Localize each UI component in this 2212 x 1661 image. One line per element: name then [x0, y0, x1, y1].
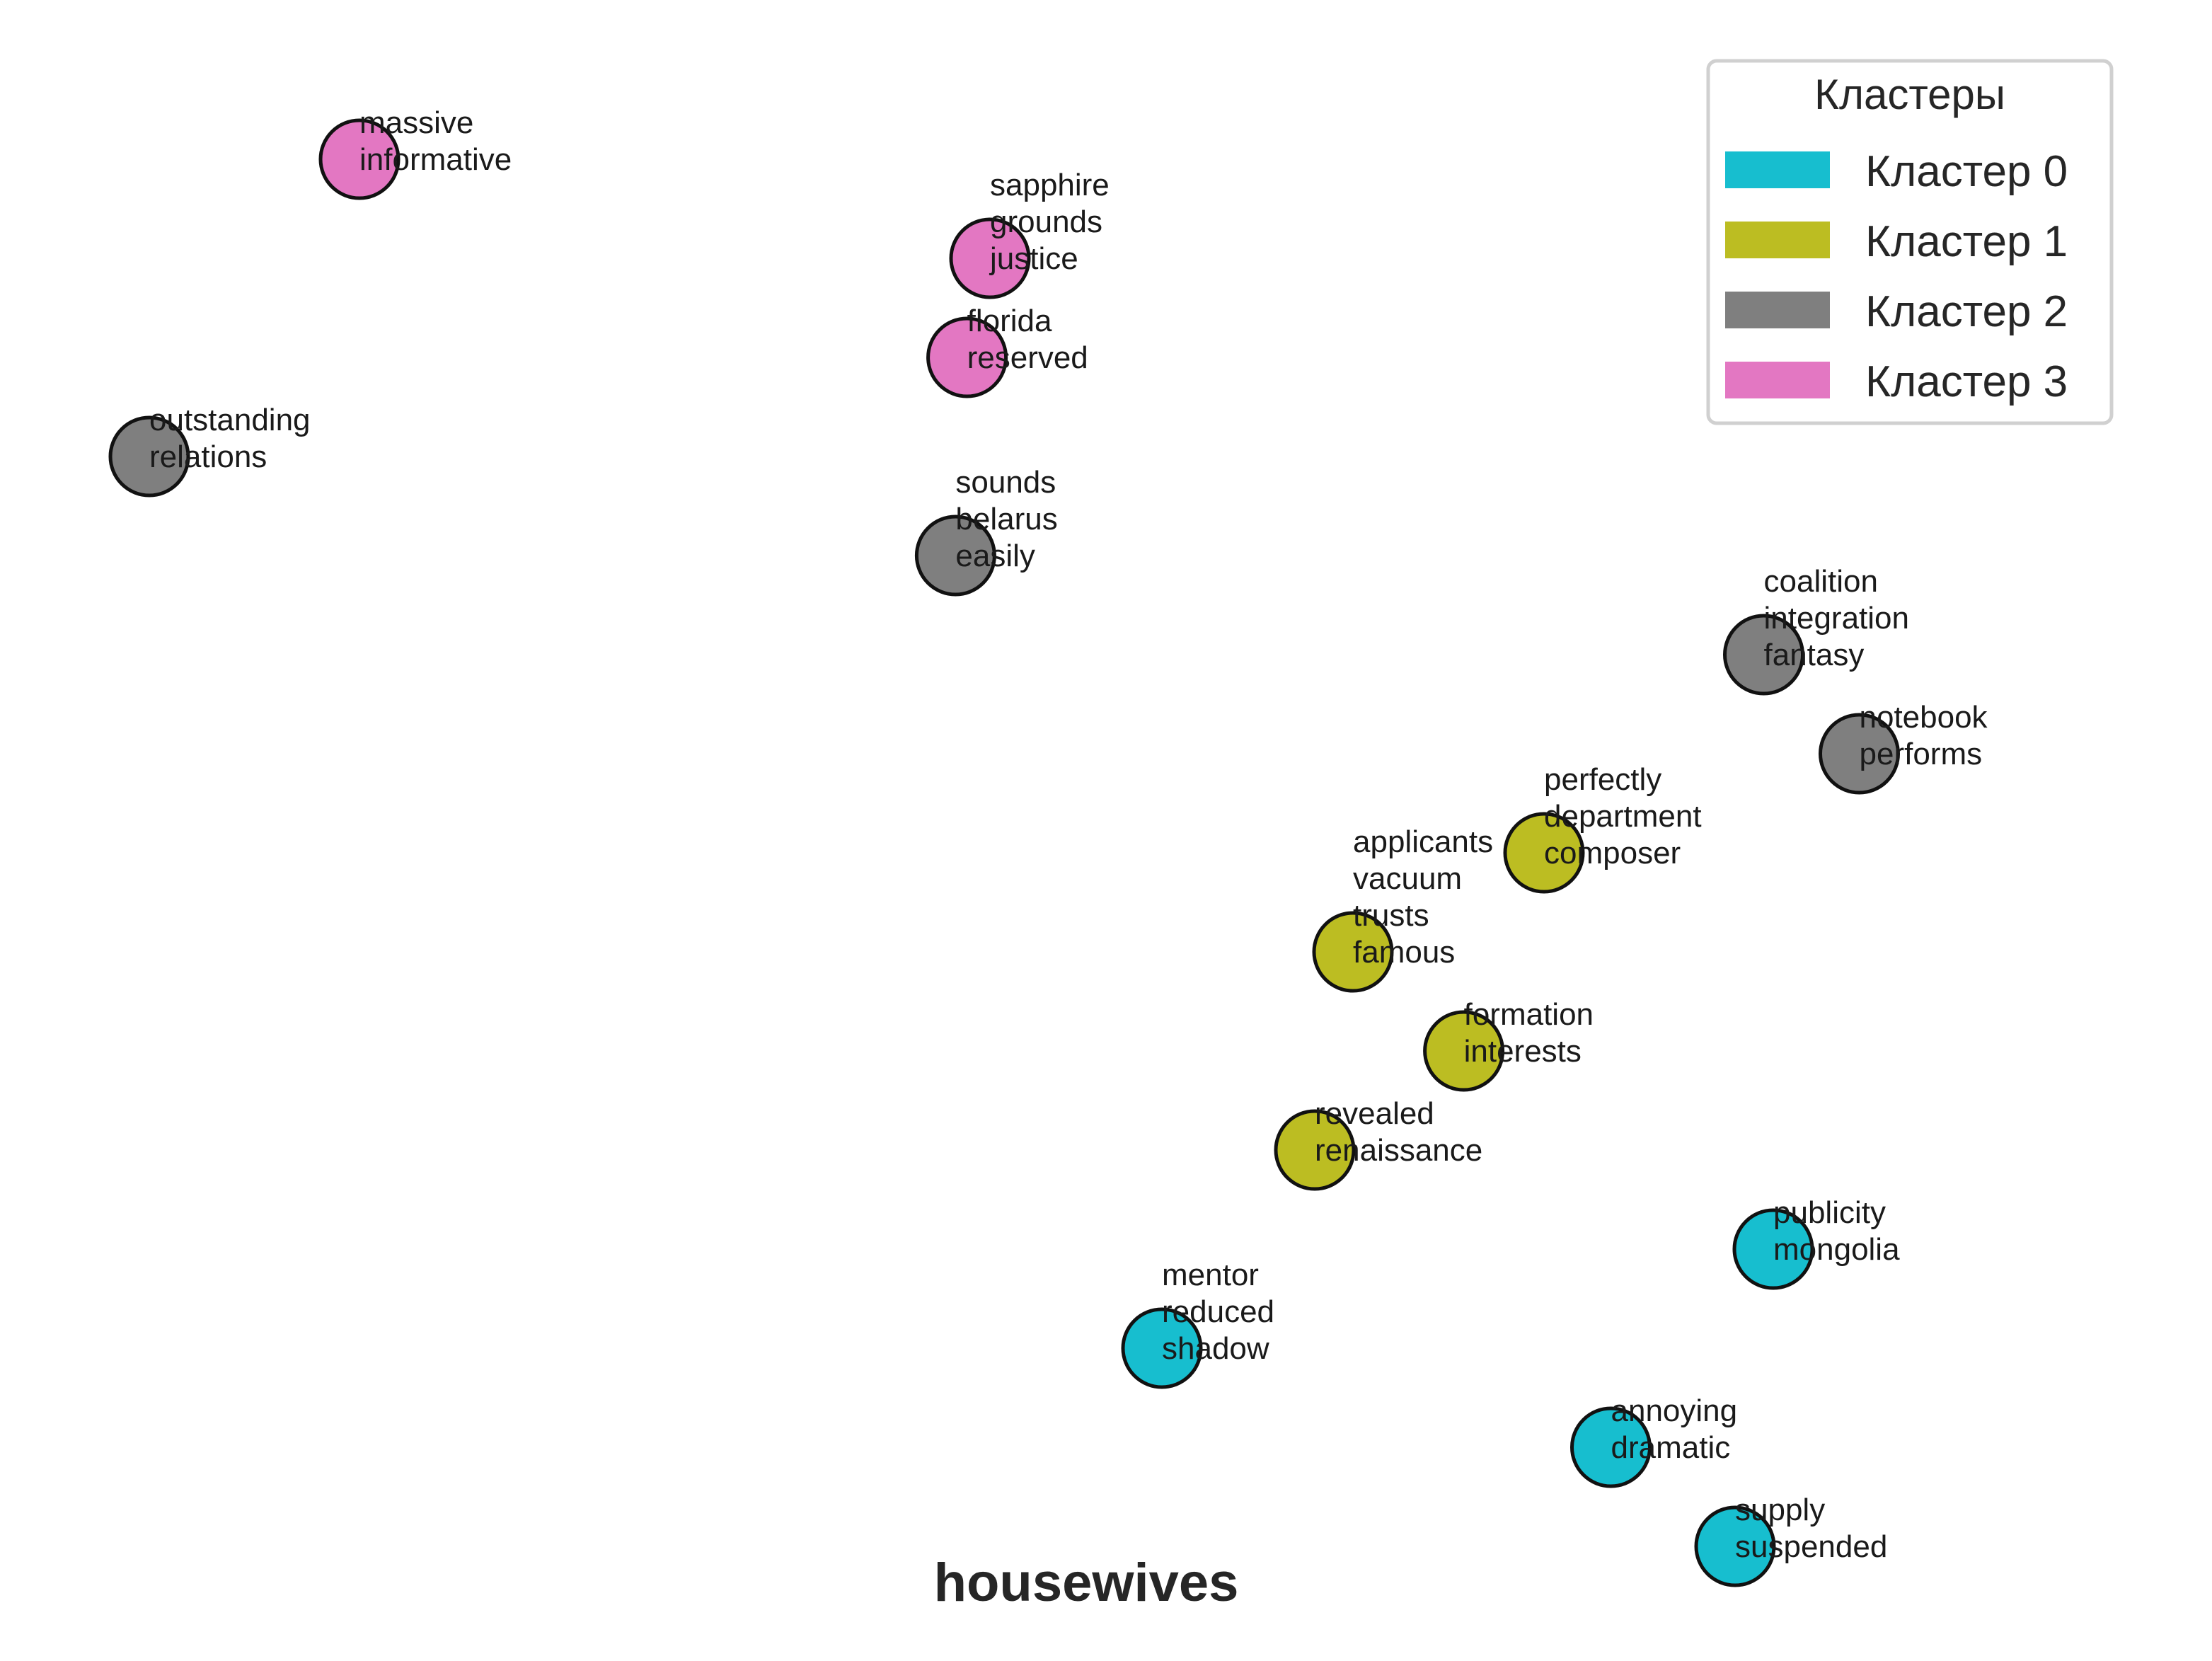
legend-swatch	[1725, 362, 1830, 398]
point-label: notebook	[1860, 700, 1988, 735]
legend-label: Кластер 1	[1865, 217, 2068, 266]
legend-label: Кластер 0	[1865, 147, 2068, 196]
legend-swatch	[1725, 151, 1830, 188]
point-marker	[926, 316, 1008, 398]
point-marker	[1570, 1406, 1652, 1488]
point-label: belarus	[955, 502, 1057, 536]
point-marker	[1723, 614, 1804, 696]
point-label: florida	[967, 304, 1052, 338]
point-marker	[318, 118, 401, 200]
point-label: publicity	[1773, 1195, 1886, 1230]
point-label: informative	[359, 142, 512, 177]
point-label: vacuum	[1353, 861, 1462, 896]
point-marker	[1121, 1307, 1203, 1389]
point-marker	[108, 415, 190, 498]
legend-label: Кластер 3	[1865, 357, 2068, 406]
point-label: shadow	[1162, 1331, 1269, 1366]
point-label: interests	[1464, 1034, 1582, 1069]
point-label: easily	[955, 539, 1035, 573]
point-label: reserved	[967, 340, 1088, 375]
point-marker	[1312, 911, 1394, 993]
point-label: coalition	[1764, 564, 1878, 599]
point-label: trusts	[1353, 898, 1429, 933]
legend-swatch	[1725, 292, 1830, 328]
point-label: massive	[359, 105, 473, 140]
point-label: integration	[1764, 601, 1909, 636]
point-marker	[1732, 1208, 1814, 1290]
point-label: revealed	[1315, 1096, 1434, 1131]
chart-title: housewives	[934, 1553, 1239, 1613]
legend-swatch	[1725, 222, 1830, 258]
point-marker	[1819, 713, 1900, 795]
point-label: department	[1544, 799, 1702, 834]
point-label: relations	[149, 439, 267, 474]
point-label: dramatic	[1611, 1430, 1731, 1465]
point-label: outstanding	[149, 403, 311, 437]
point-label: performs	[1860, 737, 1983, 771]
point-marker	[1423, 1010, 1505, 1092]
point-label: suspended	[1735, 1529, 1887, 1564]
point-label: sapphire	[990, 168, 1110, 202]
point-marker	[1694, 1505, 1776, 1587]
point-label: renaissance	[1315, 1133, 1482, 1168]
point-marker	[949, 217, 1031, 299]
point-label: justice	[989, 241, 1078, 276]
point-marker	[914, 515, 996, 597]
point-label: grounds	[990, 205, 1102, 239]
point-label: mongolia	[1773, 1232, 1900, 1267]
point-label: annoying	[1611, 1393, 1738, 1428]
point-label: composer	[1544, 836, 1681, 870]
point-label: perfectly	[1544, 762, 1661, 797]
point-label: sounds	[955, 465, 1056, 500]
point-label: formation	[1464, 997, 1594, 1032]
point-label: famous	[1353, 935, 1455, 970]
legend-title: Кластеры	[1814, 71, 2005, 118]
point-label: fantasy	[1764, 638, 1865, 672]
legend-label: Кластер 2	[1865, 287, 2068, 336]
legend: Кластеры Кластер 0 Кластер 1 Кластер 2 Класт…	[1706, 59, 2114, 425]
point-marker	[1274, 1109, 1356, 1191]
point-label: supply	[1735, 1493, 1825, 1527]
point-label: reduced	[1162, 1294, 1274, 1329]
point-label: mentor	[1162, 1258, 1259, 1292]
point-label: applicants	[1353, 824, 1493, 859]
point-marker	[1503, 812, 1585, 894]
